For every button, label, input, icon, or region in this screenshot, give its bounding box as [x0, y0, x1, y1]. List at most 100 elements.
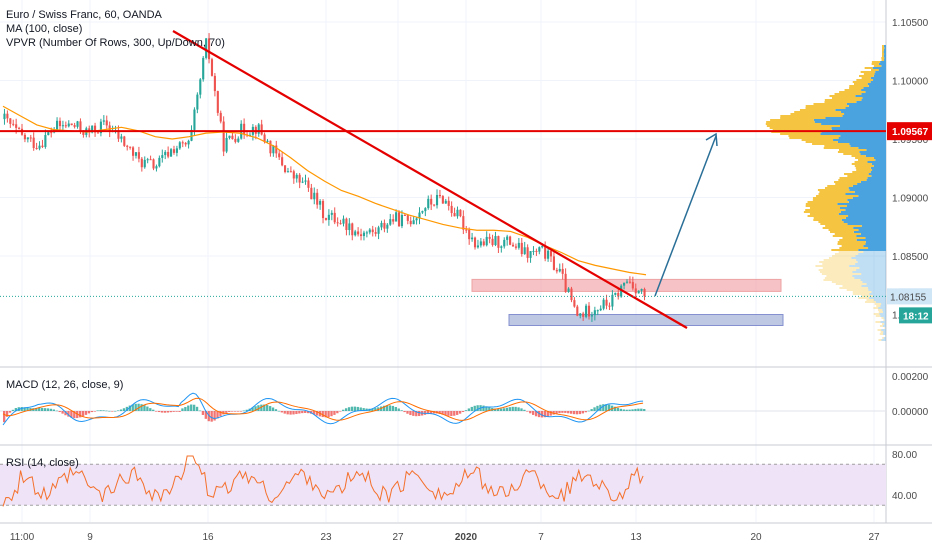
macd-histogram-bar [108, 411, 110, 412]
candle [150, 159, 152, 160]
macd-histogram-bar [59, 411, 61, 412]
candle [375, 232, 377, 234]
volume-profile-bar [863, 87, 886, 89]
volume-profile-bar [813, 197, 853, 199]
candle [486, 237, 488, 245]
volume-profile-bar [878, 307, 886, 309]
macd-histogram-bar [453, 411, 455, 416]
volume-profile-bar [875, 73, 886, 75]
support-zone[interactable] [509, 315, 783, 326]
candle [632, 282, 634, 288]
candle [529, 251, 531, 258]
macd-histogram-bar [289, 411, 291, 415]
macd-histogram-bar [152, 410, 154, 411]
macd-histogram-bar [47, 408, 49, 411]
candle [223, 121, 225, 151]
volume-profile-bar [884, 51, 886, 53]
volume-profile-bar [766, 121, 815, 123]
macd-histogram-bar [284, 411, 286, 414]
volume-profile-bar [845, 89, 862, 91]
macd-histogram-bar [526, 411, 528, 412]
candle [199, 79, 201, 94]
macd-histogram-bar [628, 410, 630, 411]
volume-profile-bar [881, 339, 886, 341]
candle [6, 114, 8, 119]
volume-profile-bar [810, 207, 840, 209]
macd-histogram-bar [44, 408, 46, 411]
volume-profile-bar [802, 139, 833, 141]
rsi-band [0, 464, 886, 505]
candle [597, 310, 599, 311]
macd-histogram-bar [111, 411, 113, 412]
macd-axis-tick: 0.00200 [892, 372, 929, 383]
volume-profile-bar [834, 181, 861, 183]
volume-profile-bar [806, 205, 847, 207]
candle [243, 124, 245, 135]
macd-histogram-bar [187, 406, 189, 411]
volume-profile-bar [767, 125, 840, 127]
volume-profile-bar [859, 75, 874, 77]
volume-profile-bar [832, 281, 863, 283]
macd-histogram-bar [161, 411, 163, 413]
volume-profile-bar [830, 231, 854, 233]
candle [556, 270, 558, 271]
volume-profile-bar [836, 283, 867, 285]
symbol-label[interactable]: Euro / Swiss Franc, 60, OANDA [6, 8, 225, 22]
macd-histogram-bar [158, 411, 160, 412]
candle [50, 132, 52, 133]
volume-profile-bar [780, 133, 820, 135]
macd-histogram-bar [512, 407, 514, 411]
volume-profile-bar [819, 191, 854, 193]
volume-profile-bar [882, 49, 884, 51]
volume-profile-bar [839, 251, 864, 253]
candle [158, 158, 160, 166]
volume-profile-bar [820, 133, 886, 135]
volume-profile-bar [818, 189, 849, 191]
candle [535, 251, 537, 252]
volume-profile-bar [819, 193, 846, 195]
macd-label[interactable]: MACD (12, 26, close, 9) [6, 378, 123, 392]
macd-histogram-bar [447, 411, 449, 416]
vpvr-label[interactable]: VPVR (Number Of Rows, 300, Up/Down, 70) [6, 36, 225, 50]
volume-profile-bar [853, 185, 886, 187]
time-axis-tick: 11:00 [10, 532, 35, 543]
volume-profile-bar [885, 335, 886, 337]
candle [445, 201, 447, 204]
volume-profile-bar [842, 285, 861, 287]
volume-profile-bar [882, 337, 883, 339]
volume-profile-bar [867, 177, 886, 179]
volume-profile-bar [824, 259, 857, 261]
time-axis-tick: 13 [630, 532, 642, 543]
volume-profile-bar [849, 85, 869, 87]
candle [337, 222, 339, 223]
candle [3, 114, 5, 119]
macd-histogram-bar [503, 408, 505, 411]
candle [266, 141, 268, 142]
volume-profile-bar [835, 93, 862, 95]
macd-histogram-bar [170, 411, 172, 412]
macd-histogram-bar [459, 411, 461, 414]
macd-histogram-bar [395, 407, 397, 411]
volume-profile-bar [866, 241, 886, 243]
candle [547, 251, 549, 259]
macd-histogram-bar [143, 405, 145, 411]
volume-profile-bar [823, 267, 860, 269]
macd-histogram-bar [213, 411, 215, 421]
macd-histogram-bar [634, 409, 636, 411]
candle [378, 227, 380, 233]
candle [65, 125, 67, 126]
candle [608, 306, 610, 307]
candle [471, 238, 473, 240]
resistance-zone[interactable] [472, 279, 781, 291]
ma-label[interactable]: MA (100, close) [6, 22, 225, 36]
volume-profile-bar [852, 163, 872, 165]
volume-profile-bar [855, 161, 868, 163]
rsi-label[interactable]: RSI (14, close) [6, 456, 79, 470]
candle [170, 149, 172, 156]
candle [383, 223, 385, 229]
macd-histogram-bar [41, 408, 43, 411]
volume-profile-bar [871, 77, 886, 79]
volume-profile-bar [839, 137, 886, 139]
